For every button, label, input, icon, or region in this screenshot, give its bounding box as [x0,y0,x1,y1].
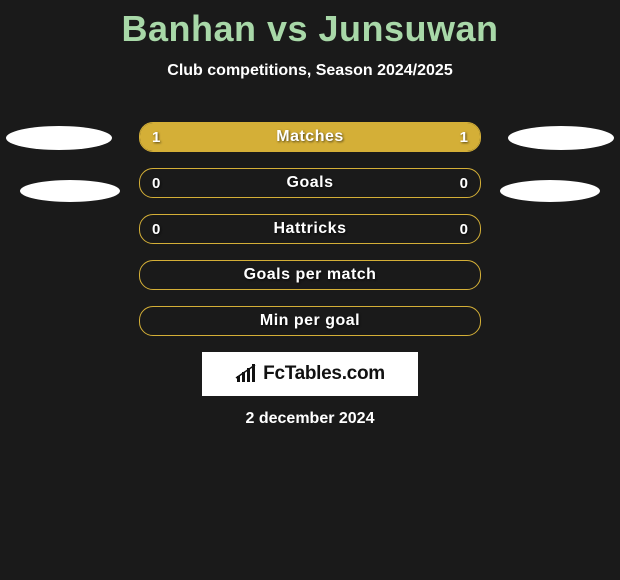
stat-label: Hattricks [274,220,347,238]
stat-label: Goals [287,174,334,192]
stat-label: Goals per match [244,266,377,284]
stat-value-left: 1 [152,129,160,146]
source-logo-text: FcTables.com [263,363,385,385]
stat-value-right: 1 [460,129,468,146]
stat-value-right: 0 [460,175,468,192]
stat-label: Min per goal [260,312,360,330]
stat-row-goals-per-match: Goals per match [139,260,481,290]
stat-value-left: 0 [152,221,160,238]
page-title: Banhan vs Junsuwan [0,0,620,50]
stat-row-min-per-goal: Min per goal [139,306,481,336]
stat-value-left: 0 [152,175,160,192]
stat-row-matches: 1 Matches 1 [139,122,481,152]
team-left-oval [20,180,120,202]
stat-value-right: 0 [460,221,468,238]
page-subtitle: Club competitions, Season 2024/2025 [0,62,620,80]
player-left-avatar [6,126,112,150]
stat-label: Matches [276,128,344,146]
player-right-avatar [508,126,614,150]
bar-chart-icon [235,364,259,384]
source-logo: FcTables.com [202,352,418,396]
team-right-oval [500,180,600,202]
date-label: 2 december 2024 [0,410,620,428]
stats-bar-list: 1 Matches 1 0 Goals 0 0 Hattricks 0 Goal… [139,122,481,352]
stat-row-hattricks: 0 Hattricks 0 [139,214,481,244]
stat-row-goals: 0 Goals 0 [139,168,481,198]
